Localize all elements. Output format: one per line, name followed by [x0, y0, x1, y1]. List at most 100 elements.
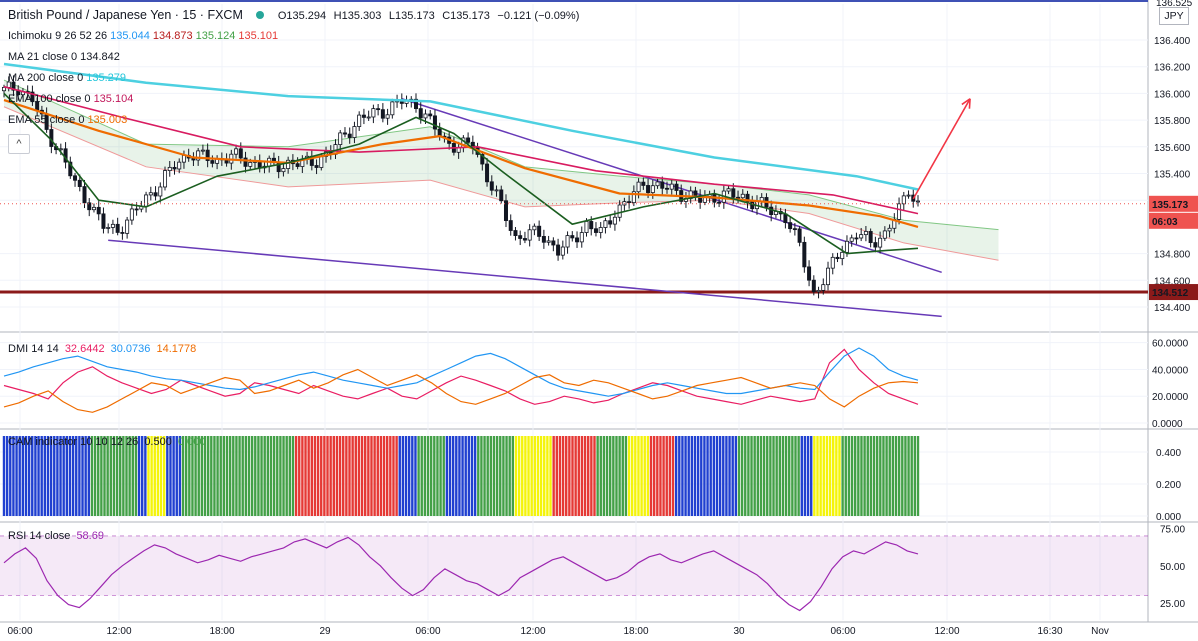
candle-body: [669, 183, 674, 190]
cam-bar: [819, 436, 822, 516]
cam-bar: [828, 436, 832, 516]
cam-bar: [737, 436, 741, 516]
candle-body: [110, 223, 115, 228]
candle-body: [357, 114, 362, 127]
candle-body: [281, 168, 286, 173]
candle-body: [91, 206, 96, 211]
candle-body: [163, 170, 168, 188]
time-tick-label: 16:30: [1037, 626, 1062, 637]
candle-body: [882, 230, 887, 239]
cam-bar: [524, 436, 527, 516]
candle-body: [518, 235, 523, 239]
cam-bar: [326, 436, 329, 516]
cam-bar: [125, 436, 128, 516]
cam-bar: [254, 436, 257, 516]
cam-bar: [389, 436, 392, 516]
candle-body: [821, 284, 826, 291]
cam-bar: [891, 436, 895, 516]
collapse-legend-button[interactable]: ^: [8, 134, 30, 154]
legend-row[interactable]: MA 200 close 0 135.279: [8, 72, 129, 84]
cam-bar: [411, 436, 414, 516]
currency-button[interactable]: JPY: [1159, 7, 1189, 25]
candle-body: [598, 227, 603, 233]
candle-body: [731, 188, 736, 198]
candle-body: [849, 237, 854, 242]
cam-bar: [250, 436, 254, 516]
candle-body: [234, 148, 239, 155]
legend-row[interactable]: MA 21 close 0 134.842: [8, 51, 123, 63]
cam-bar: [681, 436, 684, 516]
cam-bar: [122, 436, 125, 516]
ma200-line: [3, 62, 919, 191]
cam-bar: [875, 436, 879, 516]
cam-bar: [448, 436, 452, 516]
candle-body: [627, 201, 632, 204]
cam-bar: [536, 436, 540, 516]
time-tick-label: 06:00: [7, 626, 32, 637]
candle-body: [248, 161, 253, 167]
cam-bar: [342, 436, 345, 516]
cam-bar: [612, 436, 615, 516]
candle-body: [868, 231, 873, 243]
cam-bar: [162, 436, 166, 516]
cam-bars: [2, 436, 920, 516]
legend-indicator-name: MA 200 close 0: [8, 72, 84, 84]
time-tick-label: 30: [733, 626, 745, 637]
candle-body: [693, 190, 698, 197]
cam-bar: [71, 436, 75, 516]
rsi-value: 58.69: [76, 530, 104, 542]
support-price-badge-bg: [1149, 284, 1198, 301]
legend-row[interactable]: EMA 55 close 0 135.003: [8, 114, 130, 126]
dmi-label: DMI 14 14: [8, 343, 59, 355]
cam-bar: [181, 436, 185, 516]
candle-body: [522, 238, 527, 241]
cam-bar: [637, 436, 640, 516]
cam-bar: [304, 436, 307, 516]
cam-bar: [84, 436, 87, 516]
candle-body: [897, 203, 902, 220]
candle-body: [144, 194, 149, 207]
dmi-tick-label: 40.0000: [1152, 365, 1189, 376]
cam-bar: [382, 436, 386, 516]
candle-body: [485, 163, 490, 183]
ohlc-high: H135.303: [333, 10, 382, 22]
legend-row[interactable]: EMA 100 close 0 135.104: [8, 93, 136, 105]
cam-bar: [178, 436, 182, 516]
cam-bar: [175, 436, 178, 516]
cam-bar: [508, 436, 511, 516]
candle-body: [736, 196, 741, 199]
symbol-header: British Pound / Japanese Yen · 15 · FXCM…: [8, 8, 583, 22]
candle-body: [2, 86, 7, 92]
cam-bar: [835, 436, 838, 516]
cam-bar: [18, 436, 21, 516]
ohlc-open: O135.294: [277, 10, 327, 22]
cam-bar: [235, 436, 238, 516]
cam-bar: [59, 436, 62, 516]
legend-indicator-value: 135.104: [93, 93, 134, 105]
cam-bar: [841, 436, 844, 516]
candle-body: [418, 108, 423, 119]
cam-legend: CAM indicator 10 10 12 26 0.500 0.000: [8, 436, 208, 448]
cam-bar: [480, 436, 483, 516]
ichimoku-span-a: [3, 79, 999, 231]
candle-body: [73, 175, 78, 181]
legend-row[interactable]: Ichimoku 9 26 52 26 135.044 134.873 135.124…: [8, 30, 281, 42]
cam-bar: [810, 436, 813, 516]
dmi-series-line: [3, 348, 919, 405]
cam-bar: [740, 436, 744, 516]
cam-bar: [420, 436, 423, 516]
time-tick-label: Nov: [1091, 626, 1109, 637]
ohlc-low: L135.173: [388, 10, 435, 22]
cam-bar: [505, 436, 508, 516]
cam-bar: [232, 436, 235, 516]
market-status-icon: [256, 11, 265, 19]
cam-bar: [451, 436, 455, 516]
cam-bar: [276, 436, 279, 516]
cam-bar: [100, 436, 103, 516]
candle-body: [243, 157, 248, 167]
cam-bar: [850, 436, 854, 516]
candle-body: [428, 113, 433, 117]
legend-indicator-value: 135.101: [238, 30, 279, 42]
candle-body: [726, 188, 731, 192]
